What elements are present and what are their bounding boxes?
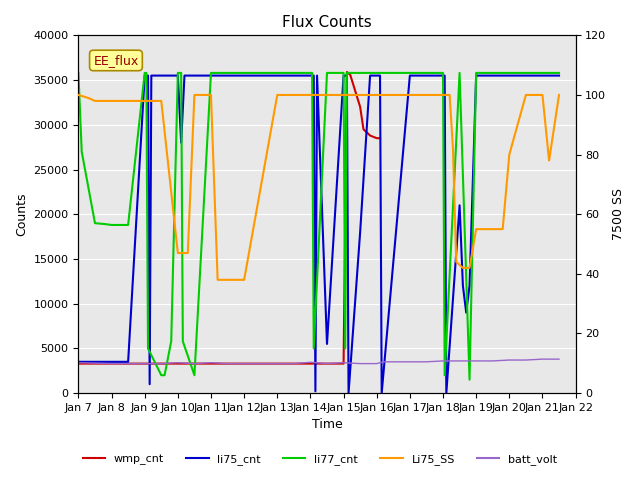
Legend: wmp_cnt, li75_cnt, li77_cnt, Li75_SS, batt_volt: wmp_cnt, li75_cnt, li77_cnt, Li75_SS, ba… (78, 450, 562, 469)
X-axis label: Time: Time (312, 419, 342, 432)
Text: EE_flux: EE_flux (93, 54, 139, 67)
Title: Flux Counts: Flux Counts (282, 15, 372, 30)
Y-axis label: Counts: Counts (15, 192, 28, 236)
Y-axis label: 7500 SS: 7500 SS (612, 188, 625, 240)
